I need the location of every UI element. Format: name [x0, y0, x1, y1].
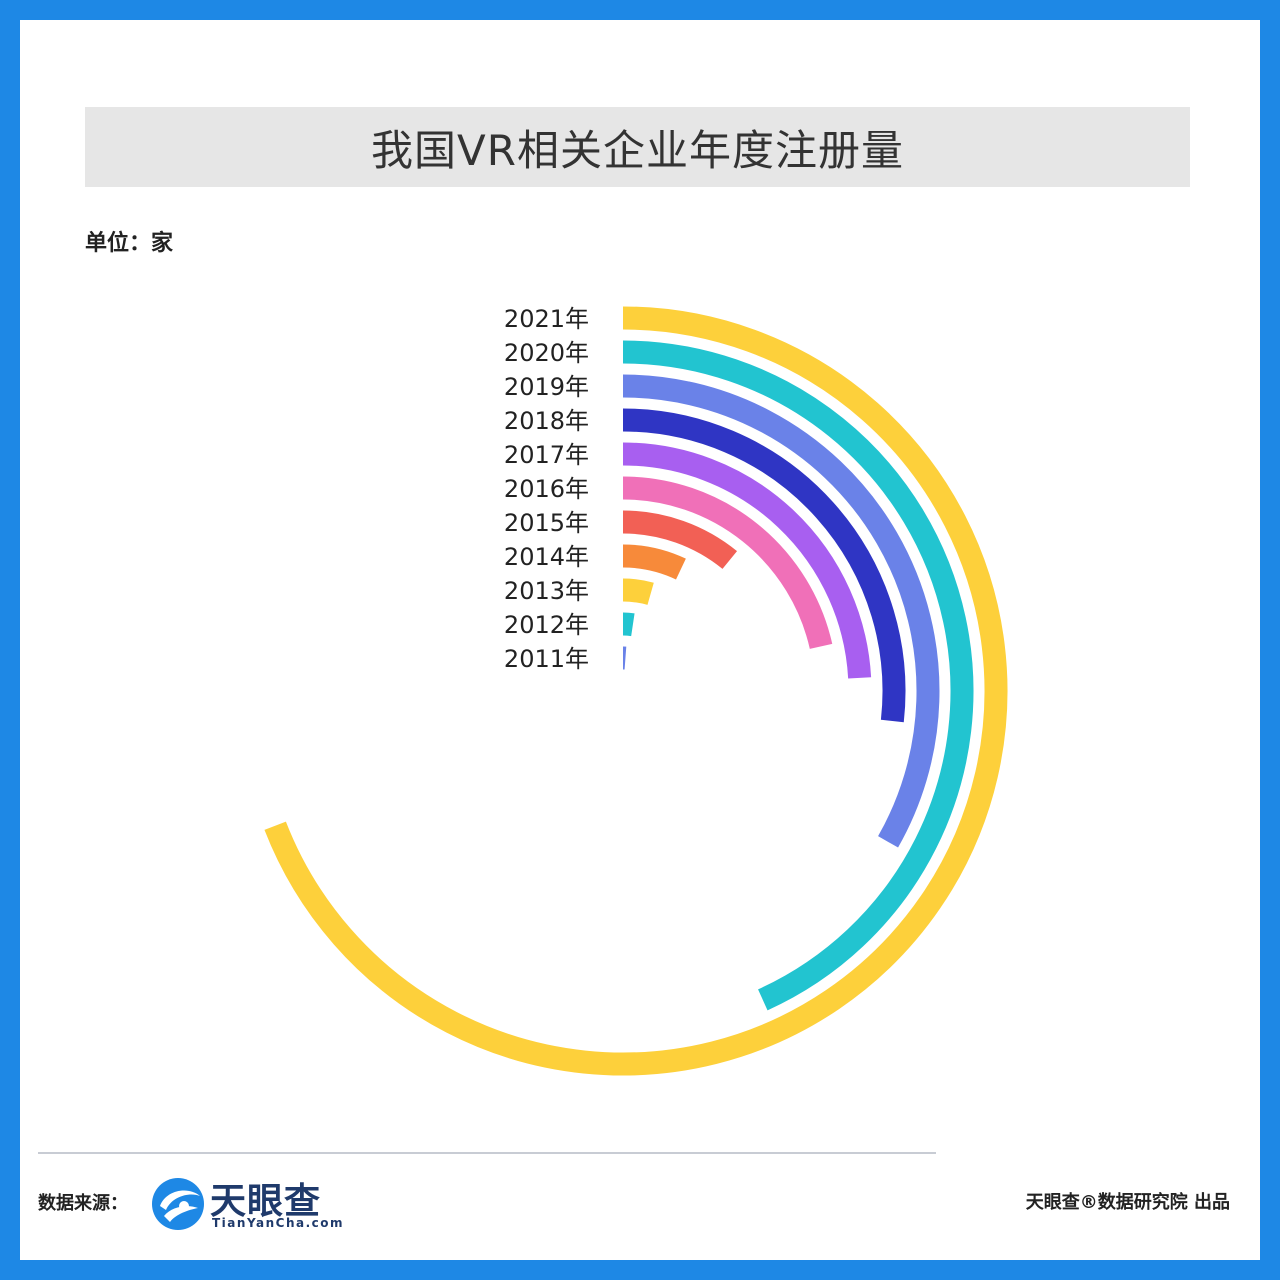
category-label-2019年: 2019年 [504, 373, 589, 401]
logo-name: 天眼查 [210, 1181, 322, 1222]
footer-divider [38, 1152, 936, 1154]
bar-2021年 [264, 306, 1008, 1076]
bar-2013年 [622, 578, 654, 606]
bar-2015年 [622, 510, 738, 570]
chart-card: 我国VR相关企业年度注册量 单位：家 2021年 2020年 2019年 2018年 2… [20, 20, 1260, 1260]
category-label-2021年: 2021年 [504, 305, 589, 333]
bar-2019年 [622, 374, 940, 848]
bar-2017年 [622, 442, 872, 679]
credit-text: 天眼查®数据研究院 出品 [1025, 1192, 1230, 1213]
category-label-2015年: 2015年 [504, 509, 589, 537]
chart-title: 我国VR相关企业年度注册量 [371, 125, 904, 175]
logo-subtitle: TianYanCha.com [212, 1216, 345, 1230]
bar-2014年 [622, 544, 686, 580]
category-label-2011年: 2011年 [504, 645, 589, 673]
category-label-2012年: 2012年 [504, 611, 589, 639]
bar-2018年 [622, 408, 906, 723]
tianyancha-logo: 天眼查 TianYanCha.com [150, 1172, 350, 1236]
category-label-2016年: 2016年 [504, 475, 589, 503]
eye-logo-icon [152, 1178, 204, 1230]
category-label-2013年: 2013年 [504, 577, 589, 605]
bar-2012年 [622, 612, 635, 637]
title-banner: 我国VR相关企业年度注册量 [85, 107, 1190, 187]
category-label-2020年: 2020年 [504, 339, 589, 367]
category-label-2017年: 2017年 [504, 441, 589, 469]
radial-bar-chart: 2021年 2020年 2019年 2018年 2017年 2016年 2015年 2014年… [264, 305, 1008, 1076]
bar-2016年 [622, 476, 833, 649]
unit-label: 单位：家 [85, 231, 174, 256]
source-label: 数据来源： [38, 1193, 128, 1214]
category-label-2018年: 2018年 [504, 407, 589, 435]
category-label-2014年: 2014年 [504, 543, 589, 571]
bar-2020年 [622, 340, 974, 1011]
